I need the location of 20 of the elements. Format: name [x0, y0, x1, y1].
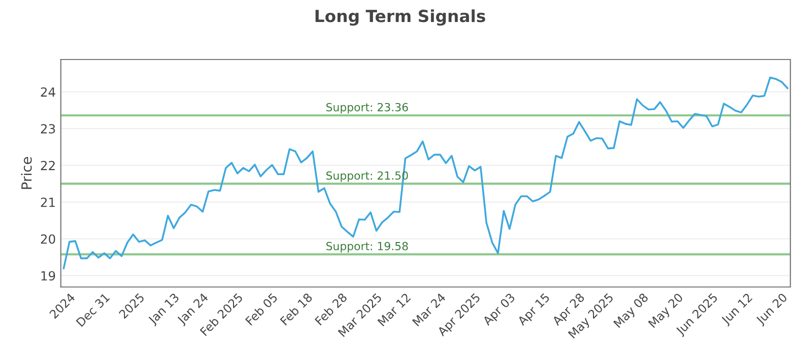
x-tick-label: Apr 03 [482, 292, 517, 328]
y-tick-label: 19 [41, 271, 56, 281]
y-tick-label: 23 [40, 124, 55, 134]
x-tick-label: Feb 28 [314, 292, 348, 326]
ref-line-label: Support: 23.36 [326, 102, 408, 114]
x-tick-label: Jun 12 [720, 292, 754, 327]
y-tick-label: 20 [40, 234, 56, 244]
x-tick-label: Apr 15 [516, 292, 552, 328]
x-tick-label: Mar 24 [412, 292, 446, 327]
y-tick-label: 22 [40, 160, 55, 170]
x-tick-label: Feb 05 [244, 292, 278, 326]
chart-title: Long Term Signals [316, 9, 486, 26]
x-tick-label: Dec 31 [76, 292, 110, 327]
x-tick-label: Feb 18 [280, 292, 313, 326]
y-tick-label: 24 [40, 87, 56, 97]
x-tick-label: Jun 20 [755, 292, 790, 327]
ref-line-label: Support: 19.58 [326, 242, 408, 252]
y-axis-title: Price [21, 157, 32, 189]
line-series [62, 76, 788, 270]
y-tick-label: 21 [40, 198, 55, 207]
